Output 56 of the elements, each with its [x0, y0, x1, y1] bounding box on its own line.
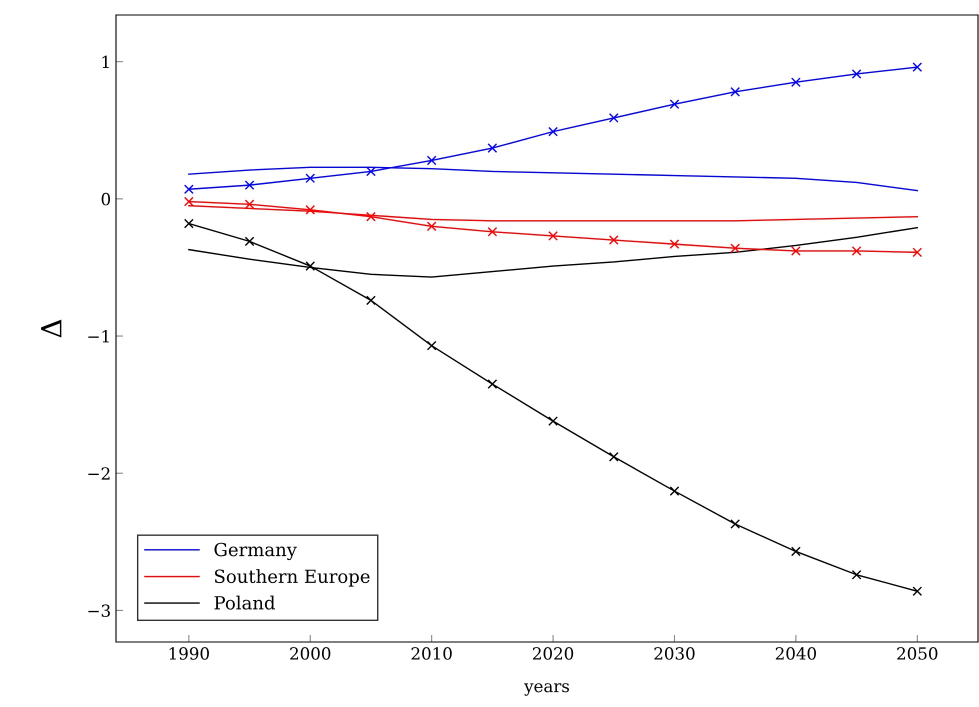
- point: [608, 452, 619, 462]
- point: [791, 546, 801, 556]
- point: [244, 236, 254, 246]
- point: [912, 247, 922, 258]
- point: [548, 126, 558, 136]
- point: [366, 212, 376, 222]
- point: [608, 113, 619, 123]
- point: [426, 156, 437, 166]
- point: [548, 416, 558, 426]
- point: [488, 143, 498, 153]
- point: [305, 204, 316, 215]
- y-tick-label: −3: [88, 604, 110, 618]
- x-tick-label: 2020: [532, 647, 574, 660]
- point: [305, 261, 316, 271]
- point: [608, 235, 619, 245]
- point: [366, 166, 376, 176]
- point: [184, 218, 194, 228]
- y-tick-label: 1: [102, 56, 109, 68]
- point: [791, 77, 801, 88]
- point: [912, 586, 922, 596]
- point: [184, 196, 194, 206]
- legend-label: Southern Europe: [215, 569, 370, 587]
- x-tick-label: 2000: [290, 647, 330, 660]
- point: [548, 231, 558, 241]
- point: [426, 340, 437, 351]
- point: [184, 184, 194, 194]
- point: [366, 296, 376, 306]
- point: [791, 246, 801, 256]
- point: [730, 519, 740, 529]
- x-tick-label: 1990: [170, 647, 209, 660]
- point: [305, 173, 316, 184]
- y-tick-label: −1: [88, 330, 109, 342]
- point: [730, 86, 740, 97]
- point: [670, 99, 680, 110]
- point: [670, 239, 680, 249]
- x-tick-label: 2040: [776, 647, 816, 660]
- point: [426, 221, 437, 232]
- point: [244, 199, 254, 210]
- x-axis-title: years: [524, 683, 570, 696]
- point: [730, 243, 740, 254]
- x-tick-label: 2050: [897, 647, 938, 660]
- point: [488, 226, 498, 237]
- legend-label: Poland: [214, 596, 275, 610]
- y-tick-label: −2: [88, 467, 110, 480]
- x-tick-label: 2010: [412, 647, 452, 660]
- x-tick-label: 2030: [654, 647, 695, 660]
- point: [852, 69, 862, 79]
- point: [852, 246, 862, 256]
- point: [244, 180, 254, 190]
- point: [852, 570, 862, 580]
- point: [912, 62, 922, 72]
- point: [488, 379, 498, 389]
- legend-label: Germany: [214, 542, 297, 560]
- point: [670, 486, 680, 496]
- y-tick-label: 0: [102, 192, 110, 206]
- y-axis-title: Δ: [41, 320, 62, 338]
